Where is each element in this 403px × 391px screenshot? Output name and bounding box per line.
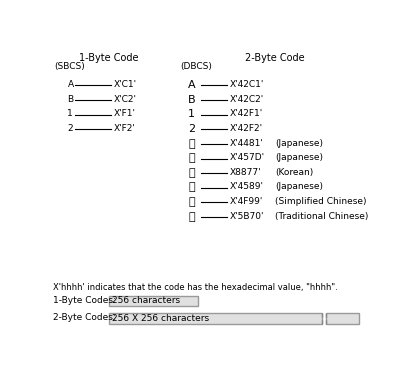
Text: B: B bbox=[188, 95, 196, 105]
Text: あ: あ bbox=[188, 138, 195, 149]
Text: 橋: 橋 bbox=[188, 183, 195, 192]
Text: X'4589': X'4589' bbox=[230, 183, 264, 192]
Text: X'4481': X'4481' bbox=[230, 138, 264, 147]
Text: B: B bbox=[67, 95, 74, 104]
Text: 2-Byte Codes:: 2-Byte Codes: bbox=[54, 313, 116, 322]
Text: X'42F1': X'42F1' bbox=[230, 109, 264, 118]
Text: (Japanese): (Japanese) bbox=[275, 183, 323, 192]
Text: 2-Byte Code: 2-Byte Code bbox=[245, 53, 305, 63]
Text: 256 X 256 characters: 256 X 256 characters bbox=[112, 314, 210, 323]
Text: X'C1': X'C1' bbox=[114, 80, 137, 89]
Text: (Simplified Chinese): (Simplified Chinese) bbox=[275, 197, 367, 206]
Text: (Traditional Chinese): (Traditional Chinese) bbox=[275, 212, 368, 221]
Text: X'4F99': X'4F99' bbox=[230, 197, 264, 206]
Text: (Japanese): (Japanese) bbox=[275, 138, 323, 147]
Text: X8877': X8877' bbox=[230, 168, 262, 177]
Text: 2: 2 bbox=[188, 124, 195, 134]
Text: X'hhhh' indicates that the code has the hexadecimal value, "hhhh".: X'hhhh' indicates that the code has the … bbox=[54, 283, 338, 292]
Text: X'5B70': X'5B70' bbox=[230, 212, 265, 221]
Text: 1-Byte Codes:: 1-Byte Codes: bbox=[54, 296, 116, 305]
Text: X'42C2': X'42C2' bbox=[230, 95, 264, 104]
Text: (SBCS): (SBCS) bbox=[54, 62, 85, 71]
Text: A: A bbox=[67, 80, 74, 89]
Bar bbox=[326, 313, 359, 324]
Text: 进: 进 bbox=[188, 197, 195, 207]
Text: 1: 1 bbox=[67, 109, 73, 118]
Text: A: A bbox=[188, 80, 196, 90]
Bar bbox=[108, 296, 197, 307]
Text: X'42C1': X'42C1' bbox=[230, 80, 264, 89]
Text: (Korean): (Korean) bbox=[275, 168, 314, 177]
Bar bbox=[108, 313, 322, 324]
Text: 256 characters: 256 characters bbox=[112, 296, 181, 305]
Text: X'C2': X'C2' bbox=[114, 95, 137, 104]
Text: 進: 進 bbox=[188, 212, 195, 222]
Text: 美: 美 bbox=[188, 153, 195, 163]
Text: X'457D': X'457D' bbox=[230, 153, 265, 162]
Text: 1-Byte Code: 1-Byte Code bbox=[79, 53, 138, 63]
Text: 1: 1 bbox=[188, 109, 195, 119]
Text: X'F2': X'F2' bbox=[114, 124, 136, 133]
Text: X'F1': X'F1' bbox=[114, 109, 136, 118]
Text: 수: 수 bbox=[188, 168, 195, 178]
Text: X'42F2': X'42F2' bbox=[230, 124, 263, 133]
Text: (DBCS): (DBCS) bbox=[181, 62, 212, 71]
Text: (Japanese): (Japanese) bbox=[275, 153, 323, 162]
Text: 2: 2 bbox=[67, 124, 73, 133]
